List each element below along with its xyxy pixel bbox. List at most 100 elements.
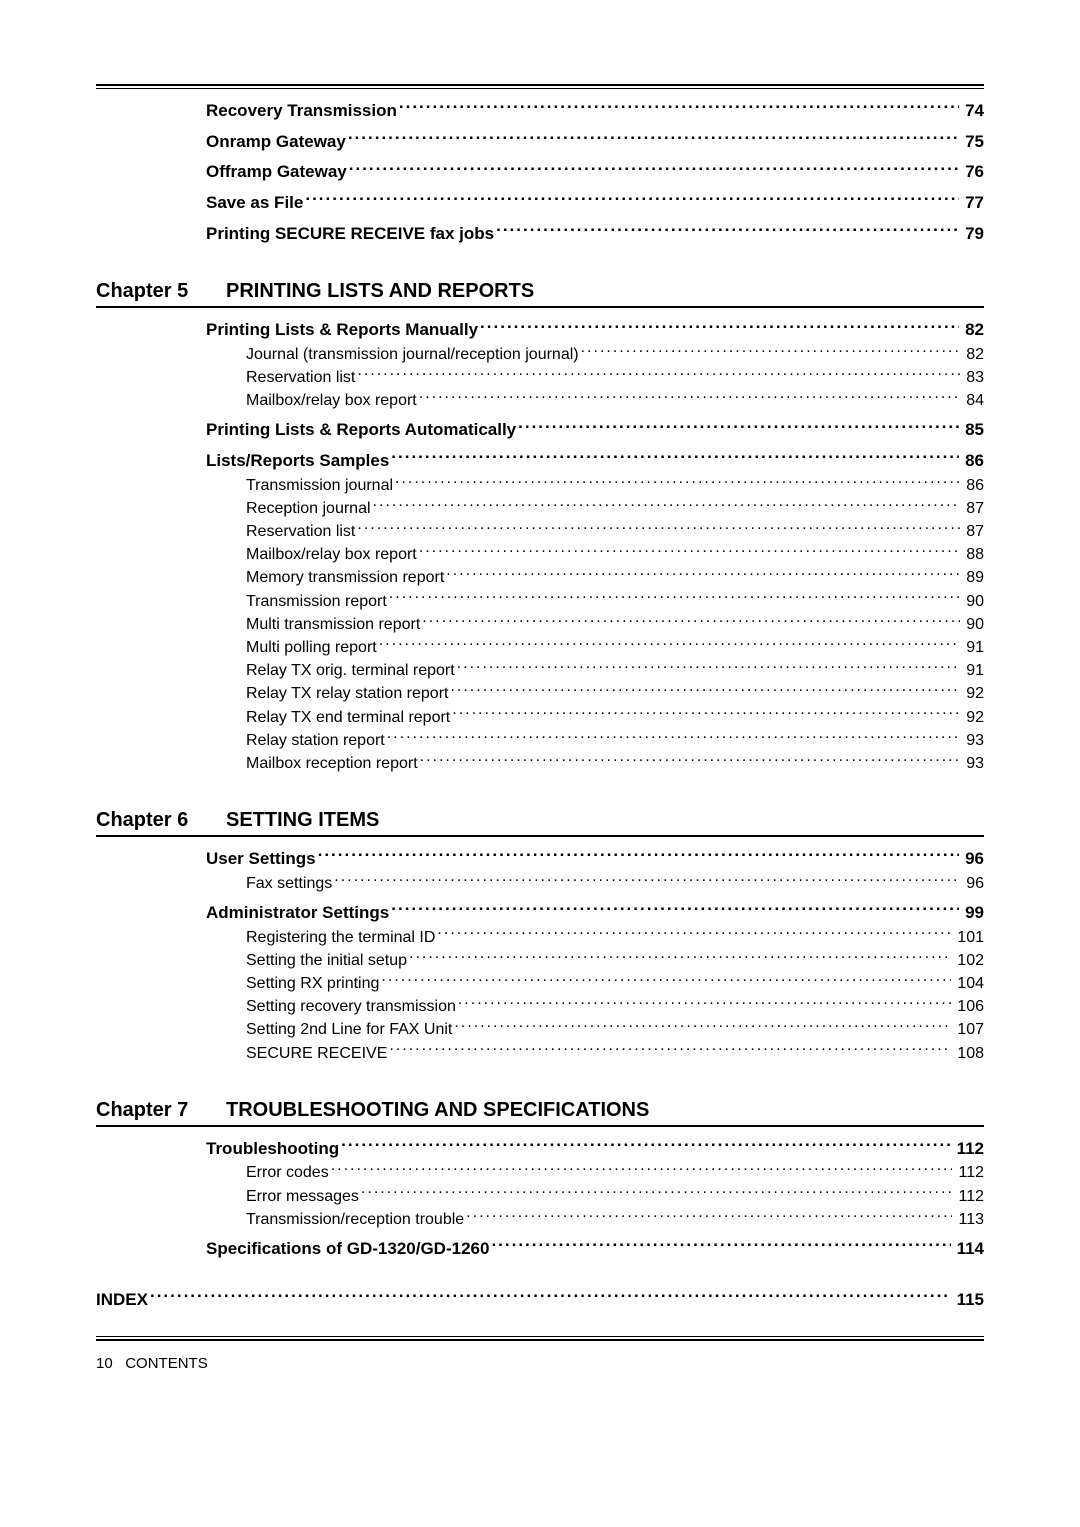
toc-entry-l2[interactable]: Registering the terminal ID 101 [96, 926, 984, 949]
toc-entry-l2[interactable]: Setting the initial setup 102 [96, 949, 984, 972]
toc-entry-l1[interactable]: Printing Lists & Reports Manually 82 [96, 318, 984, 343]
toc-leader-dots [395, 474, 960, 490]
toc-entry-l1[interactable]: User Settings 96 [96, 847, 984, 872]
toc-leader-dots [409, 949, 951, 965]
chapter-rule [96, 1125, 984, 1127]
toc-entry-l2[interactable]: Relay TX relay station report 92 [96, 682, 984, 705]
toc-entry-label: Printing Lists & Reports Automatically [206, 418, 516, 443]
toc-entry-l2[interactable]: Error messages 112 [96, 1185, 984, 1208]
toc-entry-l2[interactable]: Mailbox/relay box report 84 [96, 389, 984, 412]
toc-entry-l2[interactable]: Relay TX orig. terminal report 91 [96, 659, 984, 682]
toc-entry-l2[interactable]: Journal (transmission journal/reception … [96, 343, 984, 366]
toc-leader-dots [391, 901, 959, 918]
toc-leader-dots [318, 847, 959, 864]
toc-entry-l1[interactable]: Printing Lists & Reports Automatically 8… [96, 418, 984, 443]
toc-leader-dots [357, 366, 960, 382]
toc-entry-page: 82 [962, 343, 984, 366]
toc-entry-label: Relay TX orig. terminal report [246, 659, 455, 682]
toc-entry-l1[interactable]: Onramp Gateway 75 [96, 130, 984, 155]
toc-entry-label: Setting the initial setup [246, 949, 407, 972]
toc-entry-page: 108 [953, 1042, 984, 1065]
toc-entry-page: 92 [962, 682, 984, 705]
toc-entry-l2[interactable]: Reservation list 87 [96, 520, 984, 543]
toc-entry-label: Reservation list [246, 520, 355, 543]
toc-entry-l2[interactable]: Error codes 112 [96, 1161, 984, 1184]
toc-entry-l2[interactable]: Setting 2nd Line for FAX Unit 107 [96, 1018, 984, 1041]
toc-index-entry[interactable]: INDEX 115 [96, 1288, 984, 1313]
toc-entry-label: Recovery Transmission [206, 99, 397, 124]
toc-entry-label: Memory transmission report [246, 566, 444, 589]
toc-entry-l2[interactable]: Transmission report 90 [96, 590, 984, 613]
toc-entry-page: 89 [962, 566, 984, 589]
toc-entry-l1[interactable]: Offramp Gateway 76 [96, 160, 984, 185]
toc-entry-l2[interactable]: Setting recovery transmission 106 [96, 995, 984, 1018]
toc-entry-l2[interactable]: Relay station report 93 [96, 729, 984, 752]
toc-leader-dots [305, 191, 959, 208]
toc-entry-l2[interactable]: Multi polling report 91 [96, 636, 984, 659]
toc-entry-l2[interactable]: Mailbox reception report 93 [96, 752, 984, 775]
toc-entry-label: Save as File [206, 191, 303, 216]
toc-leader-dots [457, 659, 961, 675]
toc-entry-l2[interactable]: Memory transmission report 89 [96, 566, 984, 589]
toc-entry-l1[interactable]: Recovery Transmission 74 [96, 99, 984, 124]
toc-entry-label: Fax settings [246, 872, 332, 895]
chapter-heading: Chapter 5PRINTING LISTS AND REPORTS [96, 280, 984, 303]
toc-leader-dots [331, 1161, 953, 1177]
toc-entry-l1[interactable]: Specifications of GD-1320/GD-1260 114 [96, 1237, 984, 1262]
chapter-title: SETTING ITEMS [226, 809, 379, 832]
toc-entry-l2[interactable]: Fax settings 96 [96, 872, 984, 895]
toc-leader-dots [399, 99, 959, 116]
toc-entry-page: 96 [961, 847, 984, 872]
toc-entry-page: 93 [962, 729, 984, 752]
toc-leader-dots [391, 449, 959, 466]
toc-leader-dots [446, 566, 960, 582]
toc-entry-l2[interactable]: Transmission/reception trouble 113 [96, 1208, 984, 1231]
toc-entry-l2[interactable]: Reservation list 83 [96, 366, 984, 389]
page: Recovery Transmission 74 Onramp Gateway 7… [0, 0, 1080, 1527]
toc-entry-page: 90 [962, 613, 984, 636]
toc-entry-label: Printing SECURE RECEIVE fax jobs [206, 222, 494, 247]
toc-entry-l1[interactable]: Save as File 77 [96, 191, 984, 216]
toc-entry-label: Multi transmission report [246, 613, 420, 636]
toc-entry-l2[interactable]: Multi transmission report 90 [96, 613, 984, 636]
toc-entry-label: Transmission journal [246, 474, 393, 497]
chapter-label: Chapter 6 [96, 809, 226, 832]
toc-entry-l1[interactable]: Printing SECURE RECEIVE fax jobs 79 [96, 222, 984, 247]
toc-leader-dots [379, 636, 960, 652]
toc-entry-label: Offramp Gateway [206, 160, 347, 185]
toc-entry-page: 91 [962, 659, 984, 682]
toc-entry-page: 101 [953, 926, 984, 949]
toc-leader-dots [373, 497, 961, 513]
toc-entry-page: 83 [962, 366, 984, 389]
toc-entry-label: Reception journal [246, 497, 371, 520]
toc-leader-dots [518, 418, 959, 435]
toc-entry-label: Onramp Gateway [206, 130, 346, 155]
toc-entry-page: 113 [954, 1208, 984, 1231]
chapter-heading: Chapter 7TROUBLESHOOTING AND SPECIFICATI… [96, 1099, 984, 1122]
toc-entry-l2[interactable]: Setting RX printing 104 [96, 972, 984, 995]
toc-entry-page: 112 [954, 1161, 984, 1184]
toc-entry-l1[interactable]: Lists/Reports Samples 86 [96, 449, 984, 474]
toc-entry-l2[interactable]: Transmission journal 86 [96, 474, 984, 497]
toc-entry-label: Setting 2nd Line for FAX Unit [246, 1018, 452, 1041]
toc-entry-label: Journal (transmission journal/reception … [246, 343, 579, 366]
toc-entry-page: 96 [962, 872, 984, 895]
toc-entry-label: Transmission report [246, 590, 387, 613]
toc-leader-dots [341, 1137, 950, 1154]
toc-entry-l2[interactable]: Mailbox/relay box report 88 [96, 543, 984, 566]
toc-entry-l2[interactable]: SECURE RECEIVE 108 [96, 1042, 984, 1065]
toc-entry-l2[interactable]: Reception journal 87 [96, 497, 984, 520]
toc-entry-page: 86 [962, 474, 984, 497]
toc-entry-l1[interactable]: Troubleshooting 112 [96, 1137, 984, 1162]
toc-leader-dots [437, 926, 951, 942]
toc-entry-page: 114 [953, 1237, 984, 1262]
toc-leader-dots [334, 872, 960, 888]
toc-entry-l2[interactable]: Relay TX end terminal report 92 [96, 706, 984, 729]
toc-entry-label: Transmission/reception trouble [246, 1208, 464, 1231]
toc-entry-page: 76 [961, 160, 984, 185]
toc-entry-page: 104 [953, 972, 984, 995]
toc-leader-dots [466, 1208, 952, 1224]
toc-pre-items: Recovery Transmission 74 Onramp Gateway 7… [96, 99, 984, 246]
toc-entry-l1[interactable]: Administrator Settings 99 [96, 901, 984, 926]
toc-entry-label: Error codes [246, 1161, 329, 1184]
